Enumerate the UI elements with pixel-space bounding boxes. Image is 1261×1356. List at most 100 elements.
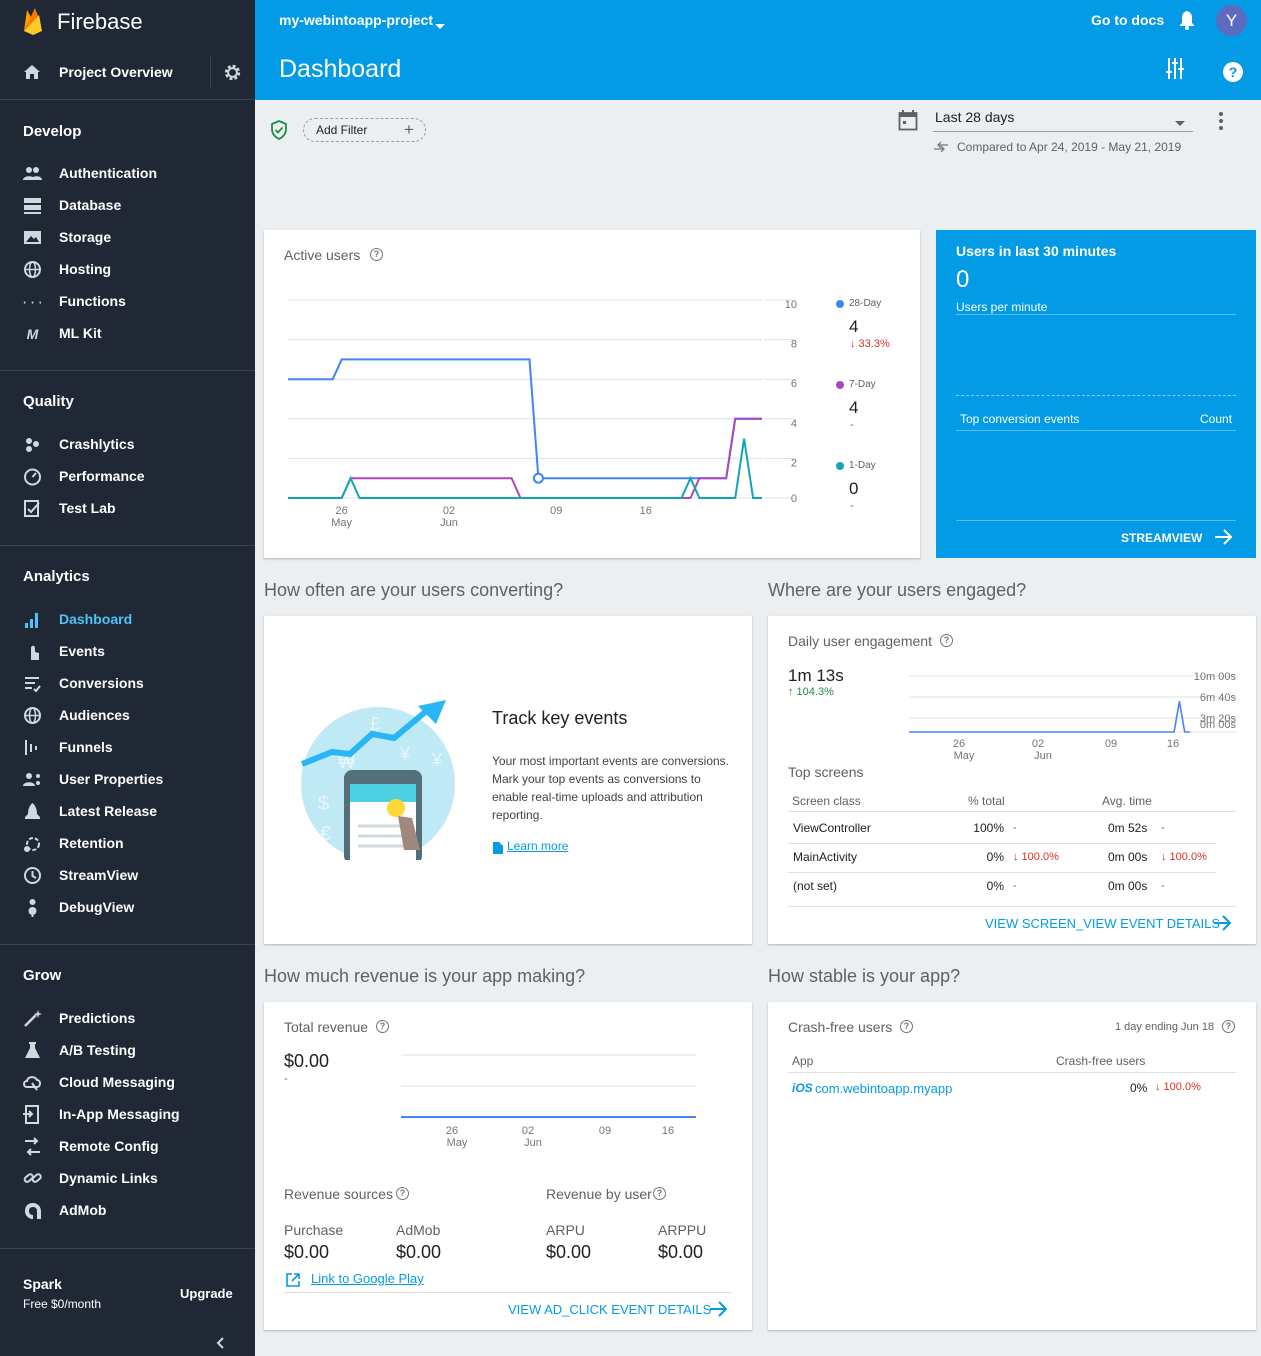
help-circle-icon[interactable]: ? [1222, 1020, 1235, 1033]
x-tick-sublabel: Jun [524, 1137, 542, 1149]
go-to-docs-link[interactable]: Go to docs [1091, 12, 1165, 28]
crash-free-app-link[interactable]: com.webintoapp.myapp [815, 1081, 953, 1096]
sidebar-item-a-b-testing[interactable]: A/B Testing [0, 1034, 255, 1066]
y-tick-label: 8 [791, 339, 797, 351]
table-row[interactable] [788, 815, 1216, 844]
sidebar-item-events[interactable]: Events [0, 635, 255, 667]
sidebar-item-authentication[interactable]: Authentication [0, 157, 255, 189]
section-title: How stable is your app? [768, 966, 961, 986]
tune-icon[interactable] [1166, 58, 1184, 84]
help-circle-icon[interactable]: ? [370, 248, 383, 261]
svg-text:M: M [27, 326, 39, 342]
sidebar-item-remote-config[interactable]: Remote Config [0, 1130, 255, 1162]
time-change: - [1161, 822, 1165, 834]
sidebar-item-retention[interactable]: Retention [0, 827, 255, 859]
sidebar-item-in-app-messaging[interactable]: In-App Messaging [0, 1098, 255, 1130]
sidebar-item-hosting[interactable]: Hosting [0, 253, 255, 285]
sidebar-item-storage[interactable]: Storage [0, 221, 255, 253]
conversion-card: ₩ £ ¥ $ € ¥ Track key events Your most i… [264, 616, 752, 944]
caret-down-icon[interactable] [435, 17, 445, 35]
in-app-messaging-icon [23, 1105, 42, 1124]
metric-label: ARPPU [658, 1222, 707, 1238]
track-key-events-title: Track key events [492, 708, 628, 728]
x-tick-label: 09 [550, 505, 562, 517]
streamview-link[interactable]: STREAMVIEW [1121, 531, 1203, 545]
sidebar-item-test-lab[interactable]: Test Lab [0, 492, 255, 524]
crash-free-change: ↓ 100.0% [1155, 1081, 1201, 1093]
home-icon[interactable] [23, 64, 41, 85]
stability-period: 1 day ending Jun 18 [1115, 1021, 1215, 1033]
sidebar-item-label: Hosting [59, 261, 112, 277]
help-circle-icon[interactable]: ? [940, 634, 953, 647]
plan-panel: Spark Free $0/month Upgrade [0, 1262, 255, 1322]
count-header: Count [1200, 412, 1233, 426]
sidebar-item-audiences[interactable]: Audiences [0, 699, 255, 731]
realtime-title: Users in last 30 minutes [956, 243, 1117, 259]
learn-more-link[interactable]: Learn more [507, 839, 569, 853]
brand[interactable]: Firebase [0, 0, 255, 44]
help-circle-icon[interactable]: ? [653, 1187, 666, 1200]
sidebar-item-database[interactable]: Database [0, 189, 255, 221]
touch-icon [23, 642, 42, 661]
view-ad-click-details-link[interactable]: VIEW AD_CLICK EVENT DETAILS [508, 1302, 712, 1317]
sidebar-item-label: Dynamic Links [59, 1170, 158, 1186]
arrow-right-icon[interactable] [1215, 529, 1233, 550]
help-icon[interactable]: ? [1223, 62, 1243, 87]
conversion-illustration: ₩ £ ¥ $ € ¥ [300, 700, 460, 865]
bell-icon[interactable] [1178, 10, 1196, 35]
sidebar-item-dashboard[interactable]: Dashboard [0, 603, 255, 635]
sidebar-item-predictions[interactable]: Predictions [0, 1002, 255, 1034]
svg-text:€: € [320, 823, 331, 845]
sidebar-item-label: In-App Messaging [59, 1106, 180, 1122]
sidebar-item-ml-kit[interactable]: M ML Kit [0, 317, 255, 349]
collapse-chevron-icon[interactable] [214, 1336, 228, 1355]
project-selector[interactable]: my-webintoapp-project [279, 12, 434, 28]
project-overview-link[interactable]: Project Overview [59, 64, 173, 80]
column-header: Screen class [792, 794, 861, 808]
pct-total: 100% [973, 821, 1004, 835]
table-row[interactable] [788, 844, 1216, 873]
calendar-icon[interactable] [898, 110, 918, 136]
sidebar-item-label: Funnels [59, 739, 113, 755]
hover-point[interactable] [532, 472, 544, 484]
gear-icon[interactable] [223, 63, 242, 87]
more-vert-icon[interactable] [1213, 111, 1229, 136]
date-range-select[interactable]: Last 28 days [935, 109, 1015, 125]
sidebar-item-streamview[interactable]: StreamView [0, 859, 255, 891]
sidebar-item-functions[interactable]: (···) Functions [0, 285, 255, 317]
sidebar-item-dynamic-links[interactable]: Dynamic Links [0, 1162, 255, 1194]
divider [788, 906, 1236, 907]
sidebar-item-user-properties[interactable]: User Properties [0, 763, 255, 795]
add-filter-button[interactable]: Add Filter + [303, 118, 426, 142]
caret-down-icon[interactable] [1175, 114, 1185, 132]
sidebar-item-latest-release[interactable]: Latest Release [0, 795, 255, 827]
avatar[interactable]: Y [1216, 5, 1247, 36]
upgrade-button[interactable]: Upgrade [180, 1286, 233, 1301]
release-icon [23, 802, 42, 821]
sidebar-item-performance[interactable]: Performance [0, 460, 255, 492]
column-header: Crash-free users [1056, 1054, 1146, 1068]
arrow-right-icon[interactable] [1214, 915, 1232, 936]
sidebar-item-conversions[interactable]: Conversions [0, 667, 255, 699]
divider [788, 811, 1236, 812]
sidebar-item-label: Audiences [59, 707, 130, 723]
link-to-google-play[interactable]: Link to Google Play [311, 1271, 424, 1286]
sidebar-item-cloud-messaging[interactable]: Cloud Messaging [0, 1066, 255, 1098]
sidebar-item-crashlytics[interactable]: Crashlytics [0, 428, 255, 460]
sidebar-item-admob[interactable]: AdMob [0, 1194, 255, 1226]
avg-time: 0m 00s [1108, 879, 1148, 893]
view-screen-view-details-link[interactable]: VIEW SCREEN_VIEW EVENT DETAILS [985, 916, 1221, 931]
help-circle-icon[interactable]: ? [396, 1187, 409, 1200]
metric-label: ARPU [546, 1222, 585, 1238]
sidebar-item-funnels[interactable]: Funnels [0, 731, 255, 763]
y-tick-label: 3m 20s [1200, 713, 1237, 725]
database-icon [23, 196, 42, 215]
comparison-range: Compared to Apr 24, 2019 - May 21, 2019 [957, 140, 1182, 154]
sidebar-item-debugview[interactable]: DebugView [0, 891, 255, 923]
help-circle-icon[interactable]: ? [376, 1020, 389, 1033]
arrow-right-icon[interactable] [710, 1301, 728, 1322]
revenue-card: Total revenue ? $0.00 - 26 May 02 Jun 09 16 R… [264, 1002, 752, 1330]
help-circle-icon[interactable]: ? [900, 1020, 913, 1033]
legend-change: - [850, 419, 854, 431]
firebase-logo-icon [22, 7, 44, 40]
